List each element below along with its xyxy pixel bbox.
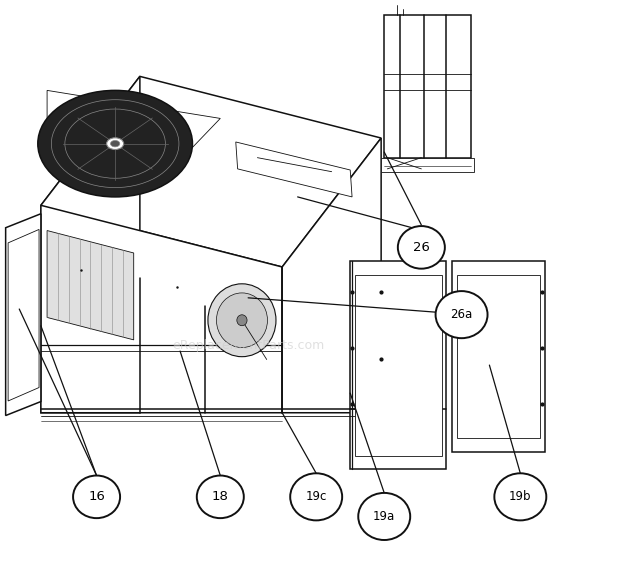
- Polygon shape: [47, 90, 220, 183]
- Polygon shape: [452, 261, 545, 452]
- Polygon shape: [381, 158, 474, 171]
- Polygon shape: [457, 275, 540, 438]
- Ellipse shape: [38, 90, 192, 197]
- Text: eReplacementParts.com: eReplacementParts.com: [172, 339, 324, 352]
- Text: 19b: 19b: [509, 490, 531, 504]
- Polygon shape: [6, 214, 41, 415]
- Ellipse shape: [216, 293, 267, 347]
- Ellipse shape: [208, 284, 276, 357]
- Ellipse shape: [107, 138, 123, 149]
- Polygon shape: [350, 261, 446, 469]
- Circle shape: [436, 291, 487, 338]
- Polygon shape: [8, 229, 39, 401]
- Polygon shape: [47, 230, 134, 340]
- Circle shape: [197, 475, 244, 518]
- Ellipse shape: [237, 315, 247, 326]
- Circle shape: [398, 226, 445, 269]
- Text: 19a: 19a: [373, 510, 396, 523]
- Text: 26: 26: [413, 241, 430, 254]
- Circle shape: [358, 493, 410, 540]
- Text: 19c: 19c: [306, 490, 327, 504]
- Polygon shape: [282, 138, 381, 413]
- Polygon shape: [384, 15, 471, 158]
- Text: 16: 16: [88, 490, 105, 504]
- Circle shape: [73, 475, 120, 518]
- Polygon shape: [41, 76, 140, 413]
- Polygon shape: [41, 76, 381, 267]
- Circle shape: [290, 473, 342, 520]
- Polygon shape: [236, 142, 352, 197]
- Polygon shape: [355, 275, 442, 456]
- Text: 18: 18: [212, 490, 229, 504]
- Circle shape: [494, 473, 546, 520]
- Polygon shape: [41, 205, 282, 413]
- Ellipse shape: [110, 140, 120, 147]
- Text: 26a: 26a: [451, 308, 472, 321]
